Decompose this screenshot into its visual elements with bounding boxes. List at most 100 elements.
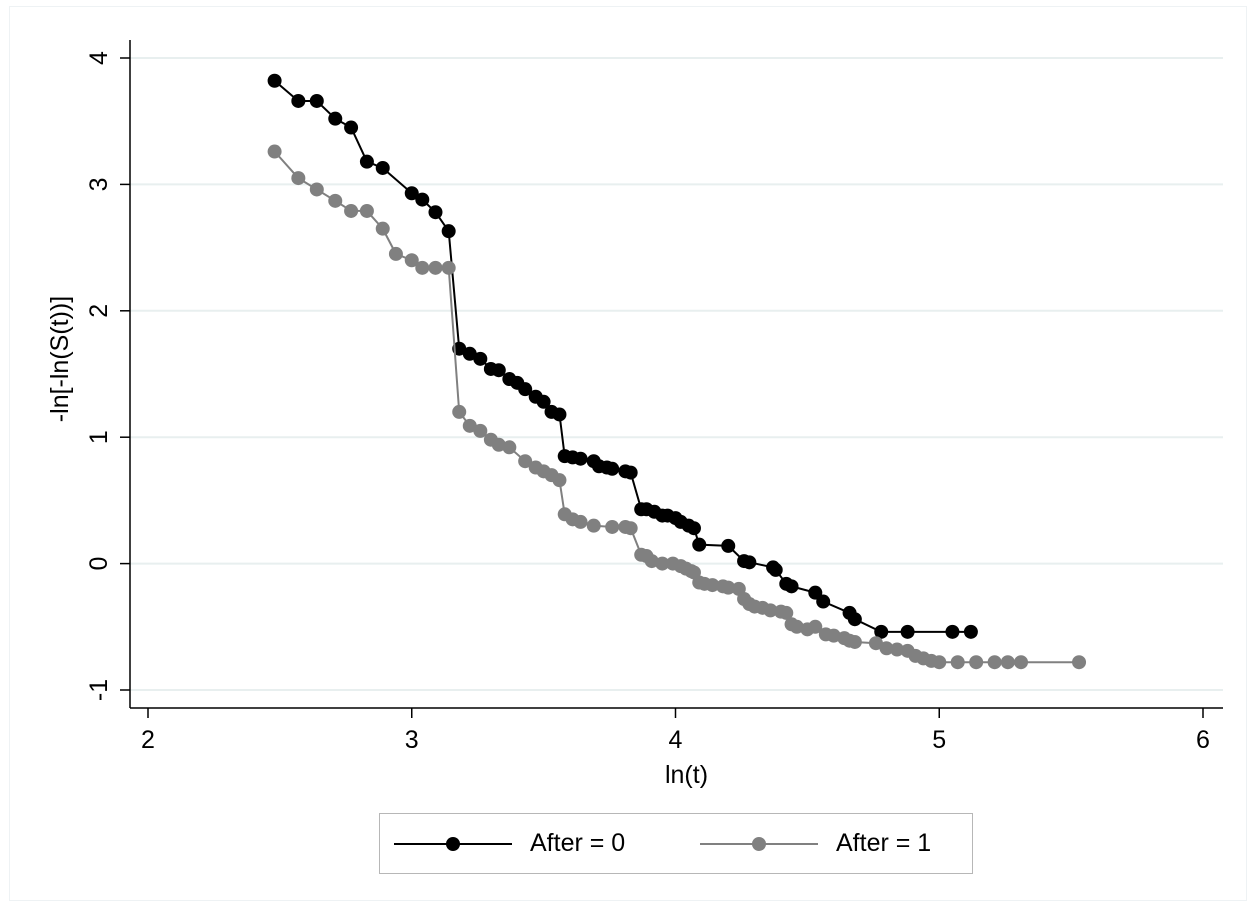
- series-0-point-20: [536, 394, 551, 409]
- series-1-point-1: [291, 171, 306, 186]
- legend-label-after-1: After = 1: [836, 829, 932, 857]
- series-1-point-6: [375, 221, 390, 236]
- series-1-point-72: [1000, 655, 1015, 670]
- series-0-point-56: [963, 624, 978, 639]
- x-tick-label-3: 5: [932, 726, 946, 754]
- y-tick-label-4: 3: [85, 177, 113, 191]
- series-1-point-74: [1072, 655, 1087, 670]
- series-1-point-69: [950, 655, 965, 670]
- series-1-point-29: [623, 521, 638, 536]
- series-1-point-32: [644, 554, 659, 569]
- series-0-point-7: [404, 186, 419, 201]
- series-0: [267, 73, 978, 639]
- series-1-point-3: [328, 193, 343, 208]
- series-1-point-53: [789, 619, 804, 634]
- series-1-point-14: [473, 423, 488, 438]
- series-1-point-22: [552, 473, 567, 488]
- series-1-point-73: [1014, 655, 1029, 670]
- series-1-point-60: [847, 634, 862, 649]
- series-0-point-13: [473, 351, 488, 366]
- series-0-point-22: [552, 407, 567, 422]
- series-0-point-1: [291, 93, 306, 108]
- series-0-point-41: [692, 537, 707, 552]
- series-1-point-17: [502, 440, 517, 455]
- series-0-point-42: [721, 538, 736, 553]
- series-0-point-40: [686, 521, 701, 536]
- series-1-point-62: [879, 641, 894, 656]
- series-0-point-4: [344, 120, 359, 135]
- x-tick-label-1: 3: [405, 726, 419, 754]
- series-1-point-43: [721, 580, 736, 595]
- y-tick-label-2: 1: [85, 430, 113, 444]
- series-0-point-6: [375, 160, 390, 175]
- series-1-point-11: [441, 260, 456, 275]
- series-0-point-18: [518, 382, 533, 397]
- series-0-point-15: [491, 363, 506, 378]
- x-tick-label-0: 2: [141, 726, 155, 754]
- legend-label-after-0: After = 0: [530, 829, 626, 857]
- series-1-point-57: [826, 628, 841, 643]
- series-layer: [267, 73, 1087, 670]
- series-1-point-49: [763, 603, 778, 618]
- series-1-point-7: [388, 246, 403, 261]
- series-0-point-53: [874, 624, 889, 639]
- series-0-point-25: [573, 451, 588, 466]
- series-1-point-4: [344, 203, 359, 218]
- series-1-point-70: [969, 655, 984, 670]
- series-1-point-5: [359, 203, 374, 218]
- legend-item-after-0: After = 0: [394, 814, 625, 873]
- x-tick-label-2: 4: [669, 726, 683, 754]
- grid-lines: [130, 57, 1223, 691]
- series-1: [267, 144, 1087, 670]
- series-1-point-16: [491, 437, 506, 452]
- series-0-point-44: [742, 555, 757, 570]
- series-line-1: [273, 150, 1079, 664]
- series-1-point-2: [309, 182, 324, 197]
- series-1-point-8: [404, 253, 419, 268]
- series-0-point-50: [816, 594, 831, 609]
- legend-item-after-1: After = 1: [700, 814, 931, 873]
- series-0-point-31: [623, 465, 638, 480]
- legend-key-after-1: [700, 834, 818, 854]
- series-0-point-0: [267, 73, 282, 88]
- chart-frame: [9, 6, 1247, 901]
- y-tick-label-5: 4: [85, 51, 113, 65]
- series-0-point-48: [784, 579, 799, 594]
- series-1-point-13: [462, 418, 477, 433]
- series-1-point-0: [267, 144, 282, 159]
- series-1-point-12: [452, 404, 467, 419]
- series-0-point-12: [462, 346, 477, 361]
- series-1-point-25: [573, 514, 588, 529]
- axes: -1 0 1 2 3 4 2 3 4 5 6: [85, 40, 1223, 754]
- series-1-point-26: [586, 518, 601, 533]
- series-0-point-55: [945, 624, 960, 639]
- series-0-point-10: [441, 224, 456, 239]
- series-0-point-5: [359, 154, 374, 169]
- x-axis-title: ln(t): [665, 761, 708, 789]
- series-1-point-68: [932, 655, 947, 670]
- series-0-point-46: [768, 562, 783, 577]
- series-1-point-27: [605, 519, 620, 534]
- series-1-point-61: [868, 636, 883, 651]
- y-tick-label-1: 0: [85, 557, 113, 571]
- series-1-point-71: [987, 655, 1002, 670]
- legend-marker-after-0: [446, 836, 460, 851]
- y-tick-label-0: -1: [85, 679, 113, 701]
- series-1-point-51: [779, 605, 794, 620]
- legend: After = 0 After = 1: [379, 813, 973, 874]
- series-1-point-9: [415, 260, 430, 275]
- y-tick-label-3: 2: [85, 304, 113, 318]
- series-0-point-52: [847, 612, 862, 627]
- series-1-point-55: [808, 619, 823, 634]
- x-tick-label-4: 6: [1196, 726, 1210, 754]
- series-0-point-9: [428, 205, 443, 220]
- legend-key-after-0: [394, 834, 512, 854]
- series-0-point-54: [900, 624, 915, 639]
- series-0-point-3: [328, 111, 343, 126]
- series-1-point-41: [705, 578, 720, 593]
- series-1-point-63: [890, 642, 905, 657]
- series-1-point-33: [655, 556, 670, 571]
- series-0-point-29: [605, 461, 620, 476]
- series-1-point-10: [428, 260, 443, 275]
